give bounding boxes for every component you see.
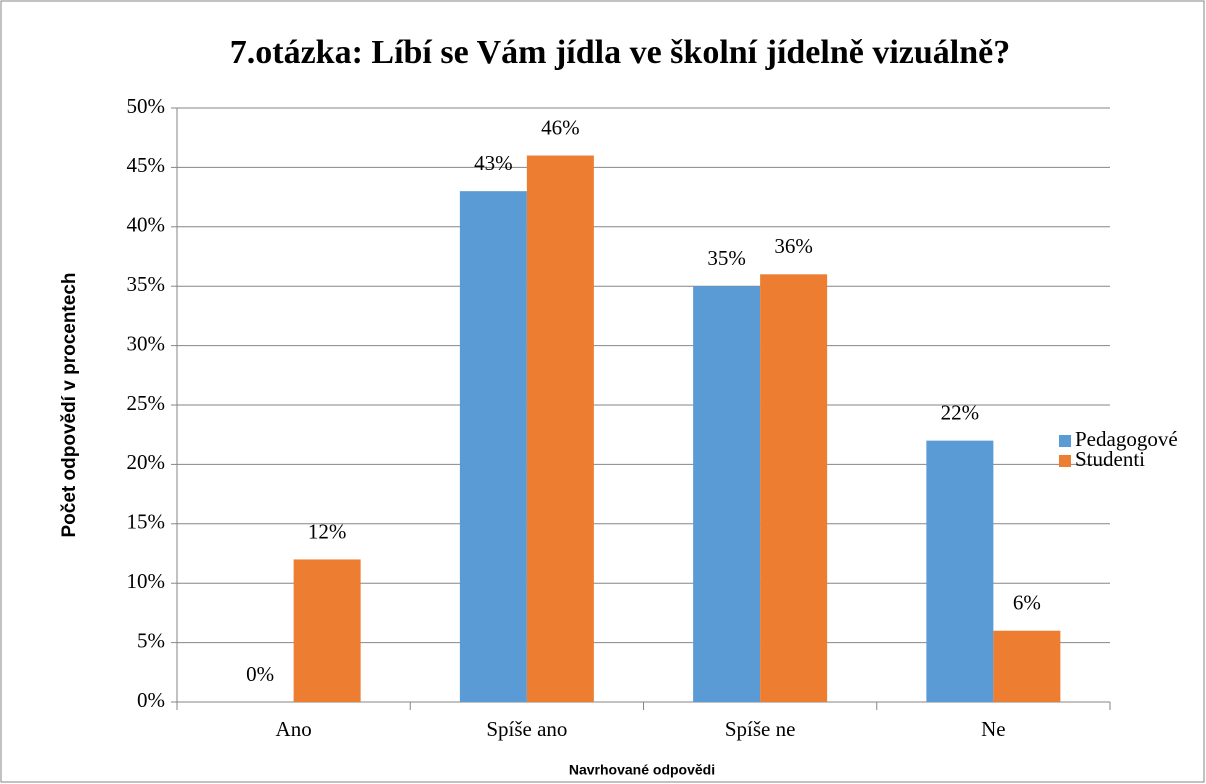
y-tick-label: 0% [137,688,165,712]
x-tick-label: Spíše ano [486,717,567,741]
y-tick-label: 10% [127,569,166,593]
legend-swatch [1059,455,1071,467]
y-tick-label: 40% [127,213,166,237]
data-label: 46% [541,115,580,139]
data-label: 6% [1013,591,1041,615]
y-tick-label: 30% [127,331,166,355]
y-tick-label: 25% [127,391,166,415]
y-tick-label: 5% [137,628,165,652]
data-label: 36% [774,234,813,258]
data-label: 22% [941,400,980,424]
y-tick-label: 50% [127,94,166,118]
y-tick-label: 35% [127,272,166,296]
bar [926,440,994,702]
data-label: 43% [474,151,513,175]
bar [526,155,594,702]
x-tick-label: Spíše ne [725,717,796,741]
y-tick-label: 20% [127,450,166,474]
data-label: 0% [246,662,274,686]
legend-label: Studenti [1075,447,1145,471]
bar [993,630,1061,702]
x-tick-label: Ne [981,717,1006,741]
data-label: 12% [308,519,347,543]
data-label: 35% [707,246,746,270]
chart-title: 7.otázka: Líbí se Vám jídla ve školní jí… [230,34,1010,71]
y-tick-label: 15% [127,510,166,534]
legend-swatch [1059,435,1071,447]
x-tick-label: Ano [276,717,312,741]
bar [760,274,828,702]
bar [693,286,761,702]
y-axis-title: Počet odpovědí v procentech [59,273,80,538]
legend-label: Pedagogové [1075,427,1178,451]
x-axis-title: Navrhované odpovědi [569,762,715,778]
y-tick-label: 45% [127,153,166,177]
bar [459,191,527,702]
bar [293,559,361,702]
